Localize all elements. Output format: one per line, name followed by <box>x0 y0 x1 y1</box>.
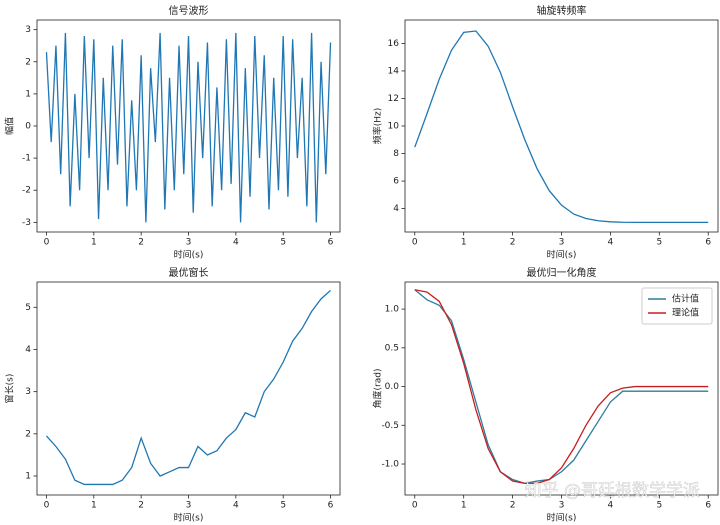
chart-title: 最优归一化角度 <box>527 266 597 279</box>
x-tick-label: 4 <box>608 238 614 248</box>
y-tick-label: 3 <box>25 25 31 35</box>
x-tick-label: 3 <box>186 501 192 511</box>
data-line <box>45 32 332 223</box>
watermark: 知乎 @哥廷根数学学派 <box>525 481 700 501</box>
y-tick-label: 5 <box>25 303 31 313</box>
x-tick-label: 6 <box>328 238 334 248</box>
x-tick-label: 3 <box>559 238 565 248</box>
y-tick-label: 12 <box>388 94 399 104</box>
y-axis-label: 窗长(s) <box>4 374 16 404</box>
y-tick-label: 0.5 <box>385 343 399 353</box>
x-tick-label: 5 <box>280 501 286 511</box>
x-tick-label: 0 <box>412 238 418 248</box>
y-axis-label: 角度(rad) <box>372 369 384 409</box>
x-tick-label: 1 <box>461 501 467 511</box>
axes-frame <box>404 281 719 496</box>
x-tick-label: 5 <box>280 238 286 248</box>
y-tick-label: 16 <box>388 39 400 49</box>
y-tick-label: 0 <box>25 122 31 132</box>
x-axis-label: 时间(s) <box>174 512 204 524</box>
y-tick-label: 10 <box>388 122 400 132</box>
y-tick-label: 1.0 <box>385 305 400 315</box>
y-tick-label: 6 <box>393 177 399 187</box>
legend-label: 估计值 <box>672 293 699 305</box>
x-tick-label: 1 <box>461 238 467 248</box>
y-tick-label: 8 <box>393 149 399 159</box>
x-tick-label: 4 <box>608 501 614 511</box>
x-axis-label: 时间(s) <box>547 249 577 261</box>
x-axis-label: 时间(s) <box>174 249 204 261</box>
x-tick-label: 3 <box>186 238 192 248</box>
y-tick-label: 4 <box>25 345 31 355</box>
x-tick-label: 2 <box>510 238 516 248</box>
chart-title: 最优窗长 <box>169 266 209 279</box>
y-axis-label: 频率(Hz) <box>372 108 384 145</box>
x-tick-label: 0 <box>412 501 418 511</box>
x-tick-label: 6 <box>328 501 334 511</box>
x-tick-label: 6 <box>705 501 711 511</box>
y-tick-label: -3 <box>22 218 31 228</box>
x-axis-label: 时间(s) <box>547 512 577 524</box>
y-tick-label: -0.5 <box>381 421 399 431</box>
x-tick-label: 0 <box>44 238 50 248</box>
x-tick-label: 3 <box>559 501 565 511</box>
y-tick-label: 1 <box>25 472 31 482</box>
y-tick-label: 2 <box>25 429 31 439</box>
x-tick-label: 2 <box>510 501 516 511</box>
data-line <box>414 289 709 485</box>
axes-frame <box>36 281 341 496</box>
legend-box <box>641 287 713 325</box>
y-tick-label: -2 <box>22 186 31 196</box>
y-axis-label: 幅值 <box>4 117 16 135</box>
data-line <box>414 30 709 224</box>
data-line <box>45 289 331 486</box>
x-tick-label: 4 <box>233 501 239 511</box>
y-tick-label: 2 <box>25 57 31 67</box>
y-tick-label: 4 <box>393 204 399 214</box>
y-tick-label: -1 <box>22 154 31 164</box>
axes-frame <box>36 19 341 233</box>
x-tick-label: 2 <box>138 238 144 248</box>
y-tick-label: 3 <box>25 387 31 397</box>
y-tick-label: 14 <box>388 66 400 76</box>
x-tick-label: 1 <box>91 238 97 248</box>
legend-label: 理论值 <box>672 307 699 319</box>
axes-frame <box>404 19 719 233</box>
x-tick-label: 6 <box>705 238 711 248</box>
data-line <box>414 289 709 485</box>
x-tick-label: 1 <box>91 501 97 511</box>
x-tick-label: 4 <box>233 238 239 248</box>
x-tick-label: 5 <box>656 238 662 248</box>
y-tick-label: 0.0 <box>385 382 400 392</box>
chart-title: 信号波形 <box>169 4 209 17</box>
x-tick-label: 0 <box>44 501 50 511</box>
x-tick-label: 2 <box>138 501 144 511</box>
chart-title: 轴旋转频率 <box>537 4 587 17</box>
x-tick-label: 5 <box>656 501 662 511</box>
y-tick-label: -1.0 <box>381 460 399 470</box>
y-tick-label: 1 <box>25 89 31 99</box>
